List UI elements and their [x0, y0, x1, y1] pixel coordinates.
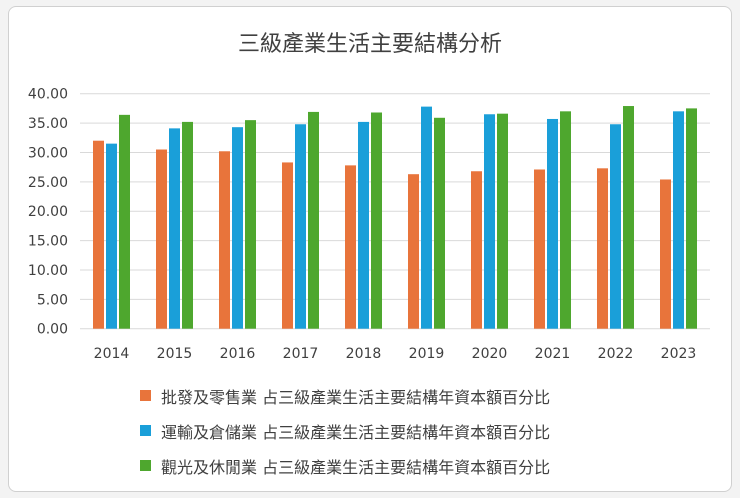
y-tick-label: 10.00	[28, 263, 68, 279]
y-tick-label: 20.00	[28, 204, 68, 220]
x-tick-label: 2019	[409, 346, 445, 362]
x-tick-label: 2022	[598, 346, 634, 362]
y-tick-label: 15.00	[28, 234, 68, 250]
bar	[660, 179, 671, 329]
bar	[534, 169, 545, 329]
bar	[547, 118, 558, 329]
legend-label: 觀光及休閒業 占三級產業生活主要結構年資本額百分比	[161, 457, 551, 477]
bar	[106, 143, 117, 329]
bar	[119, 114, 130, 329]
legend-item: 運輸及倉儲業 占三級產業生活主要結構年資本額百分比	[140, 413, 550, 448]
chart-title: 三級產業生活主要結構分析	[237, 32, 502, 57]
legend-swatch	[140, 390, 151, 401]
x-tick-label: 2014	[94, 346, 130, 362]
bar	[245, 120, 256, 329]
bar	[308, 111, 319, 329]
legend: 批發及零售業 占三級產業生活主要結構年資本額百分比 運輸及倉儲業 占三級產業生活…	[140, 378, 550, 483]
x-tick-label: 2020	[472, 346, 508, 362]
y-tick-label: 25.00	[28, 175, 68, 191]
legend-swatch	[140, 425, 151, 436]
x-tick-label: 2016	[220, 346, 256, 362]
y-tick-label: 0.00	[37, 322, 68, 338]
bar	[156, 149, 167, 329]
y-tick-label: 5.00	[37, 292, 68, 308]
y-tick-label: 30.00	[28, 145, 68, 161]
bar	[434, 117, 445, 329]
bar	[623, 106, 634, 329]
bar	[371, 112, 382, 329]
bar	[484, 114, 495, 329]
bar	[219, 151, 230, 329]
bar	[282, 162, 293, 329]
legend-label: 運輸及倉儲業 占三級產業生活主要結構年資本額百分比	[161, 422, 551, 442]
legend-swatch	[140, 460, 151, 471]
bar	[673, 111, 684, 329]
bar	[421, 106, 432, 329]
legend-item: 批發及零售業 占三級產業生活主要結構年資本額百分比	[140, 378, 550, 413]
bar	[358, 121, 369, 329]
bar	[182, 121, 193, 329]
x-tick-label: 2018	[346, 346, 382, 362]
bar	[93, 140, 104, 329]
bar	[471, 171, 482, 329]
x-tick-label: 2023	[661, 346, 697, 362]
legend-label: 批發及零售業 占三級產業生活主要結構年資本額百分比	[161, 387, 551, 407]
x-tick-label: 2015	[157, 346, 193, 362]
bar	[232, 127, 243, 329]
x-tick-label: 2021	[535, 346, 571, 362]
x-tick-label: 2017	[283, 346, 319, 362]
y-tick-label: 35.00	[28, 116, 68, 132]
bar	[295, 124, 306, 329]
bar	[686, 108, 697, 329]
bar	[169, 128, 180, 329]
legend-item: 觀光及休閒業 占三級產業生活主要結構年資本額百分比	[140, 448, 550, 483]
bar	[408, 174, 419, 329]
bar	[497, 113, 508, 329]
bar	[560, 111, 571, 329]
y-tick-label: 40.00	[28, 87, 68, 103]
bar	[597, 168, 608, 329]
bar	[610, 124, 621, 329]
bar	[345, 165, 356, 329]
